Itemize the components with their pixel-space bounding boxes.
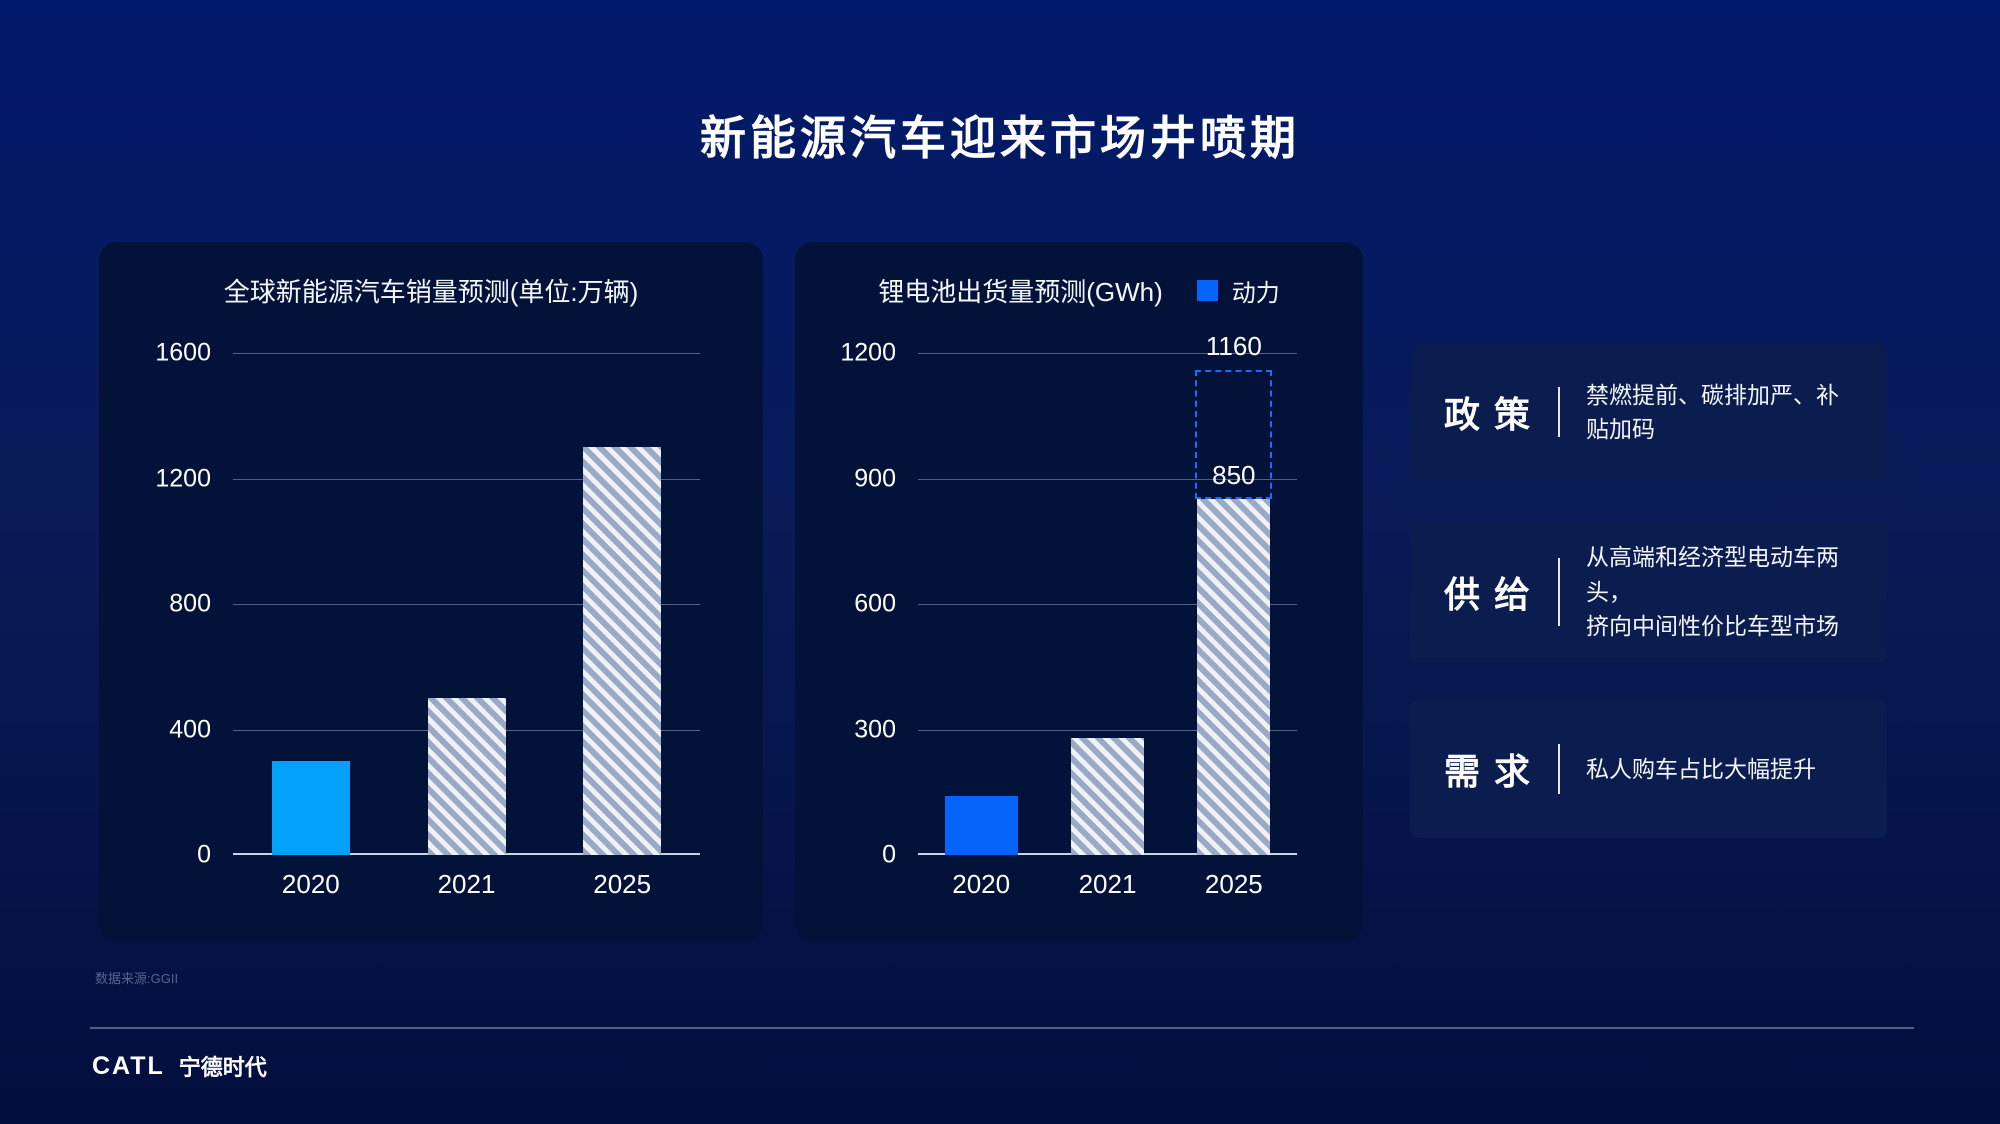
insight-box-demand: 需 求 私人购车占比大幅提升	[1410, 700, 1887, 838]
x-tick-label-2020: 2020	[952, 869, 1011, 899]
catl-logo: CATL 宁德时代	[92, 1050, 267, 1082]
catl-logo-chinese: 宁德时代	[178, 1055, 267, 1080]
gridline-1200	[918, 353, 1297, 354]
y-tick-label-1200: 1200	[155, 464, 211, 492]
chart-panel-battery-shipments: 锂电池出货量预测(GWh) 动力 0 300 600 900 1200 2020 2021 2…	[795, 242, 1363, 942]
x-tick-label-2025: 2025	[593, 869, 652, 899]
bar-2021	[427, 698, 506, 855]
y-tick-label-0: 0	[882, 840, 896, 869]
y-tick-label-800: 800	[169, 589, 211, 618]
page-title: 新能源汽车迎来市场井喷期	[700, 112, 1300, 164]
y-tick-label-1600: 1600	[155, 338, 211, 367]
insight-title-policy: 政 策	[1444, 394, 1533, 435]
gridline-600	[918, 604, 1297, 605]
insight-box-policy: 政 策 禁燃提前、碳排加严、补贴加码	[1410, 344, 1887, 480]
nev-sales-plot: 0 400 800 1200 1600 2020 2021 2025	[155, 339, 700, 899]
legend-label-power: 动力	[1231, 280, 1280, 307]
gridline-1600	[233, 353, 700, 354]
vertical-divider	[1558, 558, 1561, 626]
data-source-note: 数据来源:GGII	[95, 971, 179, 986]
x-tick-label-2021: 2021	[1078, 869, 1137, 899]
x-tick-label-2020: 2020	[281, 869, 340, 899]
bar-2020	[271, 760, 350, 855]
legend-swatch-power	[1196, 280, 1218, 301]
value-label-1160: 1160	[1205, 330, 1262, 361]
bar-2021	[1071, 737, 1144, 855]
y-tick-label-1200: 1200	[840, 338, 896, 367]
y-tick-label-400: 400	[169, 715, 211, 743]
y-tick-label-0: 0	[197, 840, 211, 869]
x-tick-label-2021: 2021	[437, 869, 496, 899]
vertical-divider	[1558, 744, 1561, 794]
insight-body-policy: 禁燃提前、碳排加严、补贴加码	[1586, 381, 1840, 443]
chart-header-nev-sales: 全球新能源汽车销量预测(单位:万辆)	[99, 272, 763, 309]
bar-2020	[944, 796, 1018, 855]
chart-header-battery-shipments: 锂电池出货量预测(GWh) 动力	[795, 272, 1363, 309]
projection-dashed-box	[1195, 369, 1273, 500]
insight-body-supply: 从高端和经济型电动车两头， 挤向中间性价比车型市场	[1586, 544, 1840, 640]
catl-logo-wordmark: CATL	[92, 1051, 165, 1080]
insight-title-demand: 需 求	[1444, 751, 1533, 792]
chart-title-battery-shipments: 锂电池出货量预测(GWh)	[878, 277, 1163, 307]
x-tick-label-2025: 2025	[1204, 869, 1263, 899]
gridline-900	[918, 478, 1297, 480]
gridline-300	[918, 729, 1297, 731]
chart-title-nev-sales: 全球新能源汽车销量预测(单位:万辆)	[223, 277, 639, 307]
vertical-divider	[1558, 387, 1561, 437]
chart-panel-nev-sales: 全球新能源汽车销量预测(单位:万辆) 0 400 800 1200 1600 2020 20…	[99, 242, 763, 942]
battery-shipments-plot: 0 300 600 900 1200 2020 2021 2025 850 1160	[840, 331, 1297, 899]
insight-title-supply: 供 给	[1444, 574, 1533, 615]
bar-2025	[583, 447, 662, 855]
legend: 动力	[1196, 273, 1280, 308]
gridline-1200	[233, 478, 700, 480]
y-tick-label-900: 900	[854, 464, 896, 492]
insight-body-demand: 私人购车占比大幅提升	[1586, 755, 1817, 782]
footer-divider	[90, 1027, 1914, 1029]
insight-box-supply: 供 给 从高端和经济型电动车两头， 挤向中间性价比车型市场	[1410, 522, 1887, 662]
gridline-800	[233, 604, 700, 605]
y-tick-label-300: 300	[854, 715, 896, 743]
bar-2025	[1197, 499, 1271, 855]
value-label-850: 850	[1212, 460, 1256, 491]
y-tick-label-600: 600	[854, 589, 896, 618]
